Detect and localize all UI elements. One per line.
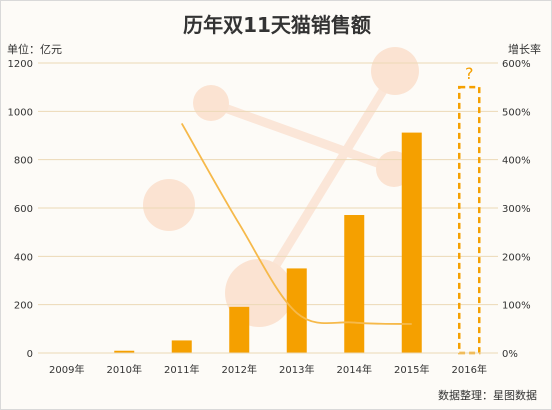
bar xyxy=(171,340,192,353)
y2-tick-label: 100% xyxy=(502,301,531,312)
decor-circle xyxy=(371,47,419,95)
background-decoration xyxy=(143,47,419,327)
bar xyxy=(286,268,307,353)
bar xyxy=(401,132,422,353)
decor-circle xyxy=(143,179,195,231)
x-tick-label: 2013年 xyxy=(279,363,314,376)
forecast-bar xyxy=(458,85,481,355)
y-tick-label: 600 xyxy=(14,204,33,215)
right-axis-label: 增长率 xyxy=(508,43,541,56)
x-tick-label: 2010年 xyxy=(107,363,142,376)
forecast-label: ? xyxy=(465,64,474,83)
source-note: 数据整理：星图数据 xyxy=(438,389,537,402)
growth-rate-line xyxy=(180,122,412,325)
x-tick-label: 2016年 xyxy=(452,363,487,376)
y-tick-label: 1200 xyxy=(8,59,33,70)
bar xyxy=(114,350,135,353)
decor-circle xyxy=(193,85,229,121)
y-tick-label: 800 xyxy=(14,156,33,167)
left-axis-unit-label: 单位：亿元 xyxy=(7,43,62,56)
decor-connector xyxy=(255,68,399,296)
y2-tick-label: 400% xyxy=(502,156,531,167)
chart-title: 历年双11天猫销售额 xyxy=(183,13,371,37)
y2-tick-label: 500% xyxy=(502,107,531,118)
y2-tick-label: 600% xyxy=(502,59,531,70)
bar xyxy=(344,215,365,353)
bar xyxy=(229,306,250,353)
y2-tick-label: 200% xyxy=(502,252,531,263)
x-tick-label: 2015年 xyxy=(394,363,429,376)
x-tick-label: 2009年 xyxy=(49,363,84,376)
y-tick-label: 1000 xyxy=(8,107,33,118)
y-tick-label: 400 xyxy=(14,252,33,263)
y2-tick-label: 300% xyxy=(502,204,531,215)
x-tick-label: 2011年 xyxy=(164,363,199,376)
x-tick-label: 2012年 xyxy=(222,363,257,376)
y2-tick-label: 0% xyxy=(502,349,518,360)
y-tick-label: 200 xyxy=(14,301,33,312)
decor-connector xyxy=(209,98,396,174)
x-tick-label: 2014年 xyxy=(337,363,372,376)
y-tick-label: 0 xyxy=(27,349,33,360)
